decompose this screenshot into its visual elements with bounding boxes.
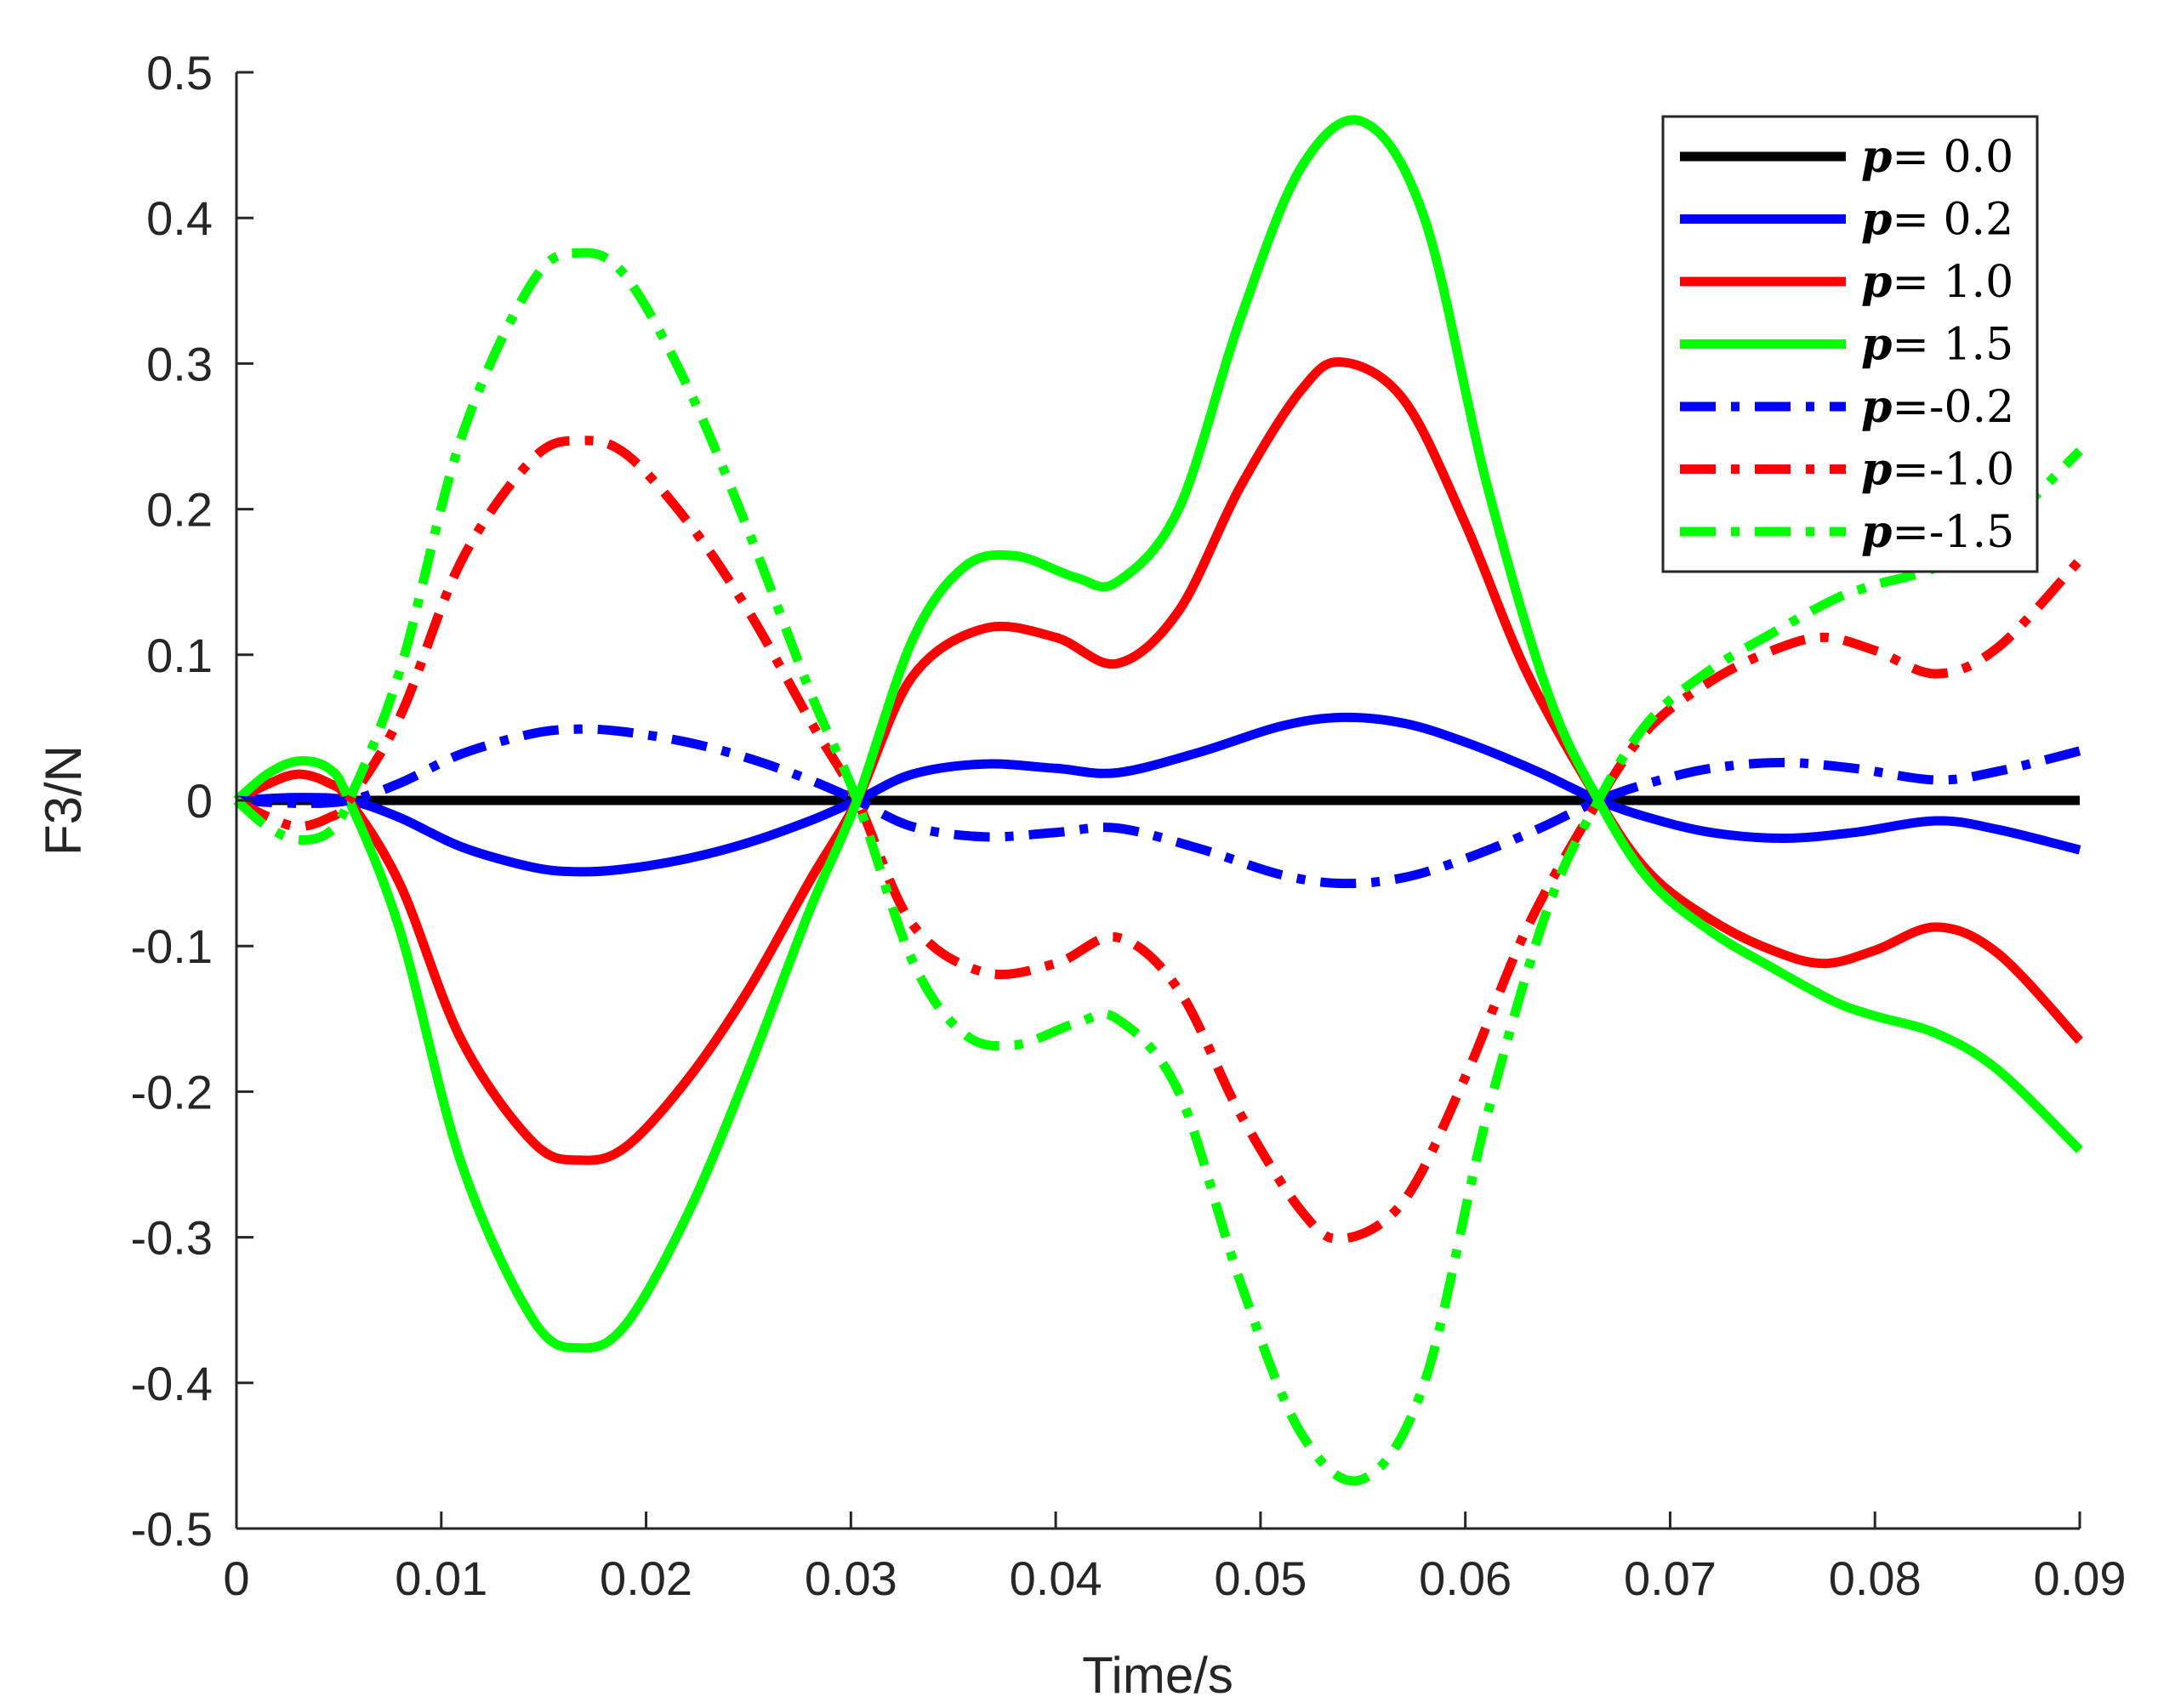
x-tick-label: 0.04 — [1010, 1551, 1102, 1605]
y-tick-label: 0.4 — [146, 191, 213, 245]
series-line-1-0 — [234, 356, 2084, 1165]
x-tick-label: 0.03 — [805, 1551, 897, 1605]
y-axis-label: F3/N — [35, 745, 92, 856]
x-axis-label: Time/s — [1082, 1647, 1233, 1704]
legend: p= 0.0 p= 0.2 p= 1.0 p= 1.5 p=-0.2 p=-1.0 p=-1… — [1661, 115, 2039, 573]
x-tick-label: 0 — [223, 1551, 249, 1605]
y-tick-label: -0.1 — [131, 919, 214, 973]
legend-entry-2: p= 1.0 — [1861, 256, 2013, 308]
x-tick-label: 0.05 — [1214, 1551, 1307, 1605]
x-tick-label: 0.06 — [1419, 1551, 1512, 1605]
series-line-0-2 — [236, 712, 2081, 877]
x-tick-label: 0.02 — [600, 1551, 692, 1605]
legend-entry-6: p=-1.5 — [1861, 506, 2014, 558]
series-line-1-5 — [233, 115, 2083, 1353]
series-layer — [233, 115, 2084, 1486]
x-tick-label: 0.08 — [1829, 1551, 1922, 1605]
legend-entry-3: p= 1.5 — [1861, 319, 2013, 371]
y-tick-label: -0.4 — [131, 1357, 214, 1410]
legend-entry-5: p=-1.0 — [1861, 444, 2014, 496]
legend-entry-4: p=-0.2 — [1861, 381, 2014, 433]
x-tick-label: 0.09 — [2034, 1551, 2127, 1605]
y-tick-label: -0.2 — [131, 1065, 214, 1119]
x-tick-label: 0.01 — [395, 1551, 487, 1605]
y-tick-label: 0.1 — [146, 629, 213, 682]
x-tick-label: 0.07 — [1624, 1551, 1717, 1605]
series-line-neg-1-5 — [233, 248, 2083, 1486]
series-line-neg-0-2 — [236, 724, 2081, 889]
y-tick-label: 0.5 — [146, 46, 213, 100]
y-tick-label: 0 — [186, 774, 213, 828]
y-tick-label: 0.2 — [146, 483, 213, 537]
y-ticks: 0.5 0.4 0.3 0.2 0.1 0 -0.1 -0.2 -0.3 -0.4 -0.5 — [131, 46, 253, 1556]
legend-entry-1: p= 0.2 — [1861, 194, 2013, 246]
series-line-neg-1-0 — [234, 436, 2084, 1244]
y-tick-label: -0.3 — [131, 1211, 214, 1265]
x-ticks: 0 0.01 0.02 0.03 0.04 0.05 0.06 0.07 0.08 0.09 — [223, 1512, 2127, 1605]
y-tick-label: 0.3 — [146, 337, 213, 390]
legend-entry-0: p= 0.0 — [1861, 131, 2013, 183]
y-tick-label: -0.5 — [131, 1502, 214, 1556]
